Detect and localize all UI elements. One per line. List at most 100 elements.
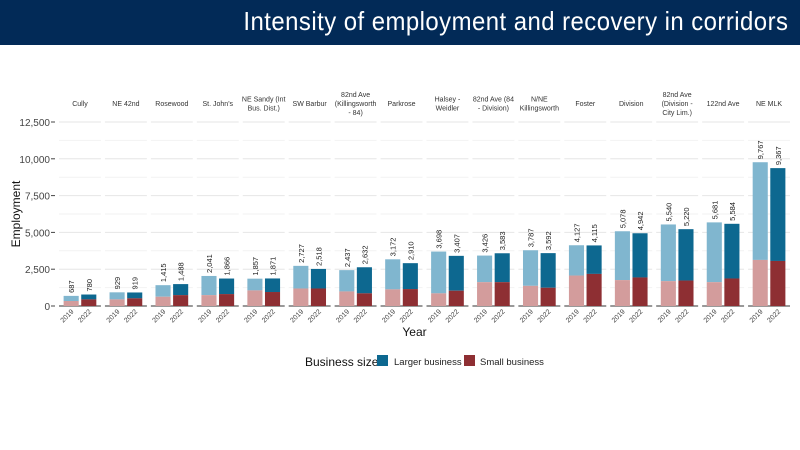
bar-small-business (540, 287, 556, 306)
data-label: 3,172 (389, 238, 398, 257)
bar-larger-business (431, 251, 447, 294)
data-label: 2,727 (297, 244, 306, 263)
data-label: 1,866 (223, 257, 232, 276)
bar-larger-business (173, 284, 189, 296)
bar-small-business (614, 280, 630, 306)
facet-label: Foster (575, 101, 596, 108)
bar-larger-business (63, 295, 79, 301)
bar-larger-business (264, 278, 281, 293)
bar-small-business (356, 293, 372, 306)
bar-small-business (448, 290, 464, 306)
bar-small-business (752, 259, 768, 306)
data-label: 5,681 (710, 201, 719, 220)
x-axis-label: Year (402, 325, 426, 339)
data-label: 687 (67, 280, 76, 293)
bar-small-business (310, 288, 327, 306)
bar-small-business (770, 260, 786, 306)
bar-larger-business (660, 224, 676, 282)
bar-larger-business (614, 231, 630, 281)
data-label: 1,488 (177, 262, 186, 281)
legend-swatch-small (464, 355, 475, 366)
legend-title: Business size (305, 355, 379, 369)
bar-larger-business (219, 278, 235, 295)
bar-larger-business (522, 250, 539, 286)
data-label: 2,910 (406, 241, 415, 260)
x-tick-label: 2022 (123, 308, 139, 324)
facet-label: SW Barbur (293, 101, 328, 108)
bar-larger-business (770, 168, 786, 261)
data-label: 1,871 (269, 257, 278, 276)
data-label: 2,437 (343, 248, 352, 267)
bar-small-business (660, 281, 676, 306)
bar-larger-business (540, 253, 556, 288)
legend-swatch-larger (377, 355, 388, 366)
x-tick-label: 2019 (703, 308, 719, 324)
facet-label: Rosewood (155, 101, 188, 108)
bar-small-business (109, 299, 125, 306)
x-tick-label: 2019 (151, 308, 167, 324)
bar-small-business (678, 280, 694, 306)
bar-small-business (385, 289, 401, 306)
x-tick-label: 2019 (657, 308, 673, 324)
bar-larger-business (339, 270, 355, 292)
x-tick-label: 2019 (243, 308, 259, 324)
bar-larger-business (81, 294, 97, 300)
facet-label: NE Sandy (Int Bus. Dist.) (242, 97, 286, 113)
bar-larger-business (402, 263, 418, 290)
bar-small-business (724, 278, 740, 306)
data-label: 919 (131, 277, 140, 290)
bar-larger-business (385, 259, 401, 290)
data-label: 1,857 (251, 257, 260, 276)
bar-small-business (494, 282, 510, 306)
x-tick-label: 2022 (766, 308, 782, 324)
bar-small-business (293, 288, 309, 306)
x-tick-label: 2022 (77, 308, 93, 324)
bar-small-business (219, 294, 235, 306)
facet-label: St. John's (203, 101, 234, 108)
data-label: 3,592 (544, 231, 553, 250)
y-axis-label: Employment (9, 180, 23, 247)
bar-larger-business (293, 265, 309, 289)
facet-label: 82nd Ave (84- Division) (473, 97, 514, 113)
x-tick-label: 2022 (307, 308, 323, 324)
facet-label: Halsey -Weidler (435, 97, 461, 113)
bar-larger-business (724, 223, 740, 279)
bar-small-business (173, 295, 189, 306)
x-tick-label: 2019 (611, 308, 627, 324)
x-tick-label: 2022 (491, 308, 507, 324)
x-tick-label: 2022 (353, 308, 369, 324)
x-tick-label: 2019 (519, 308, 535, 324)
facet-label: 82nd Ave (Killingsworth - 84) (335, 92, 377, 117)
data-label: 2,518 (314, 247, 323, 266)
data-label: 5,540 (664, 203, 673, 222)
x-tick-label: 2022 (674, 308, 690, 324)
bar-small-business (706, 282, 722, 306)
data-label: 9,367 (774, 146, 783, 165)
x-tick-label: 2022 (628, 308, 644, 324)
x-tick-label: 2019 (565, 308, 581, 324)
data-label: 2,041 (205, 254, 214, 273)
x-tick-label: 2022 (537, 308, 553, 324)
bar-larger-business (155, 285, 171, 297)
title-bar: Intensity of employment and recovery in … (0, 0, 800, 45)
bar-small-business (402, 289, 418, 306)
x-tick-label: 2019 (289, 308, 305, 324)
x-tick-label: 2019 (106, 308, 122, 324)
data-label: 4,127 (572, 223, 581, 242)
bar-larger-business (356, 267, 372, 294)
data-label: 780 (85, 279, 94, 292)
x-tick-label: 2019 (473, 308, 489, 324)
facet-label: N/NE Killingsworth (520, 97, 559, 113)
x-tick-label: 2019 (427, 308, 443, 324)
bar-small-business (586, 273, 602, 306)
facet-label: Cully (72, 101, 88, 108)
y-tick-label: 0 (44, 302, 50, 313)
y-tick-label: 2,500 (25, 265, 50, 276)
facet-label: NE 42nd (112, 101, 139, 108)
data-label: 4,942 (636, 211, 645, 230)
data-label: 3,583 (498, 231, 507, 250)
bar-small-business (264, 292, 281, 306)
data-label: 9,767 (756, 140, 765, 159)
data-label: 5,078 (618, 209, 627, 228)
